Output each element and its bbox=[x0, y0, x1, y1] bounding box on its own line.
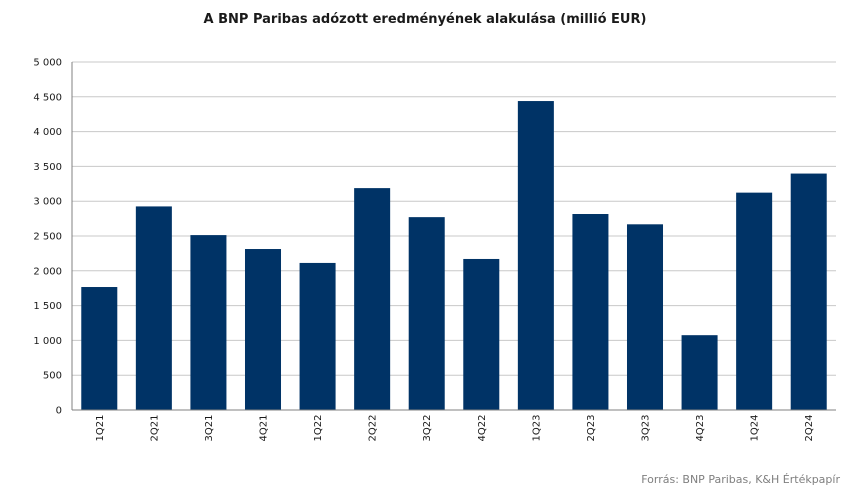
x-tick-label: 4Q22 bbox=[477, 415, 488, 442]
bar-1Q23 bbox=[517, 101, 554, 411]
bar-2Q21 bbox=[135, 206, 172, 410]
y-tick-label: 1 000 bbox=[33, 336, 62, 347]
x-tick-label: 2Q24 bbox=[804, 415, 815, 442]
x-tick-label: 3Q22 bbox=[422, 415, 433, 442]
x-tick-label: 1Q24 bbox=[750, 415, 761, 442]
chart-title: A BNP Paribas adózott eredményének alaku… bbox=[203, 12, 647, 27]
bar-3Q23 bbox=[626, 224, 664, 410]
y-tick-label: 3 500 bbox=[33, 162, 62, 173]
y-tick-label: 4 500 bbox=[33, 92, 62, 103]
x-tick-label: 3Q21 bbox=[204, 415, 215, 442]
y-tick-labels: 0 500 1 000 1 500 2 000 2 500 3 000 3 500 4 000 4… bbox=[33, 58, 62, 417]
x-tick-label: 2Q21 bbox=[149, 415, 160, 442]
bar-3Q21 bbox=[190, 235, 227, 410]
bar-1Q21 bbox=[81, 287, 118, 410]
x-tick-label: 2Q22 bbox=[368, 415, 379, 442]
bar-1Q22 bbox=[299, 262, 336, 410]
source-note: Forrás: BNP Paribas, K&H Értékpapír bbox=[641, 473, 840, 486]
y-tick-label: 3 000 bbox=[33, 197, 62, 208]
bar-3Q22 bbox=[408, 217, 445, 410]
bar-4Q21 bbox=[244, 249, 282, 410]
x-tick-label: 4Q21 bbox=[259, 415, 270, 442]
bar-1Q24 bbox=[736, 192, 773, 410]
gridlines bbox=[72, 61, 836, 376]
x-tick-label: 1Q23 bbox=[531, 415, 542, 442]
x-tick-labels: 1Q21 2Q21 3Q21 4Q21 1Q22 2Q22 3Q22 4Q22 1Q23 2Q23… bbox=[95, 415, 815, 442]
axes bbox=[71, 62, 836, 411]
x-tick-label: 4Q23 bbox=[695, 415, 706, 442]
y-tick-label: 500 bbox=[43, 371, 62, 382]
y-tick-label: 1 500 bbox=[33, 301, 62, 312]
y-tick-label: 0 bbox=[56, 406, 62, 417]
y-tick-label: 5 000 bbox=[33, 58, 62, 69]
y-tick-label: 2 500 bbox=[33, 232, 62, 243]
bar-2Q23 bbox=[572, 214, 609, 410]
x-tick-label: 3Q23 bbox=[641, 415, 652, 442]
bar-2Q22 bbox=[354, 188, 391, 410]
y-tick-label: 2 000 bbox=[33, 266, 62, 277]
y-tick-label: 4 000 bbox=[33, 127, 62, 138]
bars bbox=[81, 101, 827, 411]
bar-4Q23 bbox=[681, 335, 718, 410]
x-tick-label: 1Q21 bbox=[95, 415, 106, 442]
x-tick-label: 2Q23 bbox=[586, 415, 597, 442]
x-tick-label: 1Q22 bbox=[313, 415, 324, 442]
bar-4Q22 bbox=[463, 258, 500, 410]
bar-2Q24 bbox=[790, 173, 827, 410]
